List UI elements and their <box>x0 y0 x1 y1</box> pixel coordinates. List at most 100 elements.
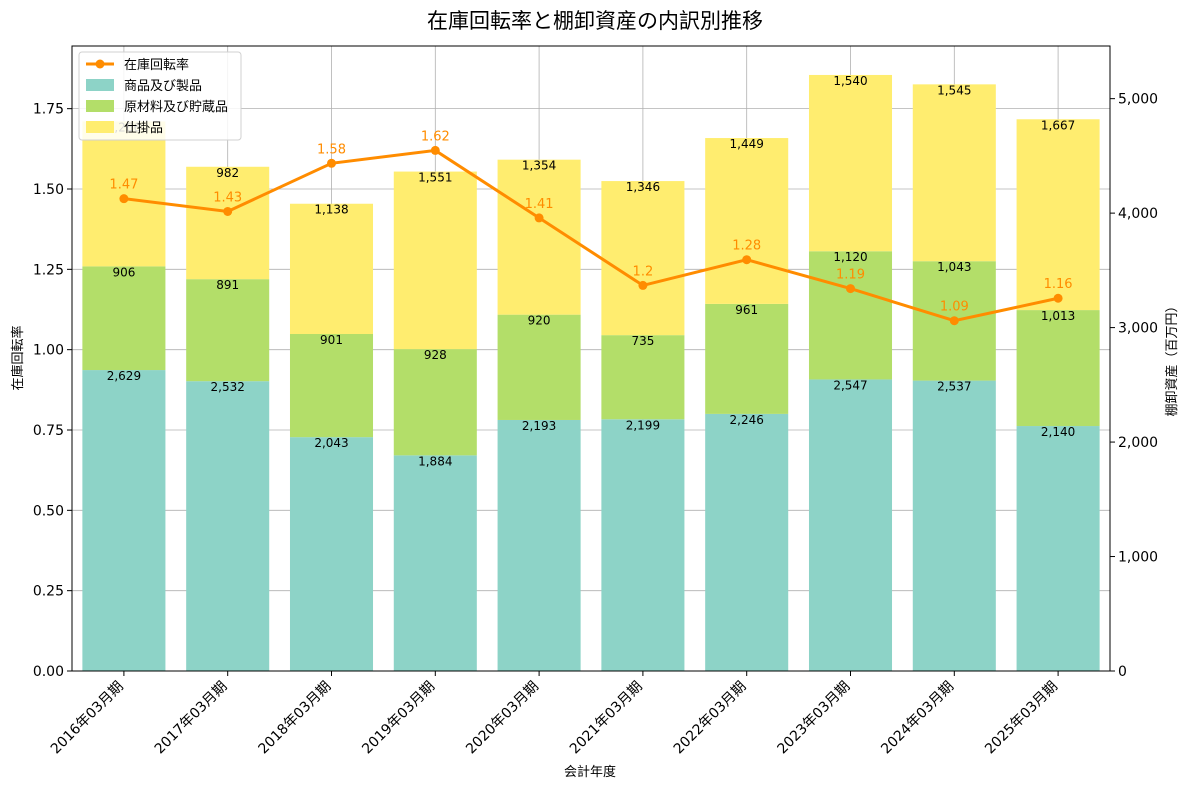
bar-segment <box>289 334 374 438</box>
bar-segment <box>393 349 477 456</box>
bar-value-label: 982 <box>216 166 239 180</box>
turnover-value-label: 1.16 <box>1044 277 1073 292</box>
bar-segment <box>1016 426 1100 671</box>
bar-value-label: 920 <box>528 314 551 328</box>
bar-value-label: 1,120 <box>833 250 867 264</box>
turnover-value-label: 1.43 <box>213 190 242 205</box>
bar-segment <box>808 251 893 380</box>
bar-value-label: 2,547 <box>833 378 867 392</box>
y-left-tick-label: 0.50 <box>33 503 64 519</box>
y-left-tick-label: 1.25 <box>33 262 64 278</box>
bar-segment <box>705 303 789 414</box>
bar-segment <box>1016 310 1100 427</box>
bar-value-label: 735 <box>631 334 654 348</box>
bar-value-label: 961 <box>735 303 758 317</box>
x-tick-label: 2016年03月期 <box>48 679 127 758</box>
bar-segment <box>82 266 166 371</box>
bar-value-label: 1,551 <box>418 171 452 185</box>
x-tick-label: 2019年03月期 <box>359 679 438 758</box>
y-left-tick-label: 0.00 <box>33 664 64 680</box>
bar-value-label: 1,667 <box>1041 118 1075 132</box>
x-tick-label: 2018年03月期 <box>256 679 335 758</box>
bar-value-label: 891 <box>216 278 239 292</box>
bar-value-label: 2,043 <box>314 436 348 450</box>
bar-value-label: 2,629 <box>107 369 141 383</box>
bar-segment <box>497 419 581 671</box>
x-tick-label: 2022年03月期 <box>671 679 750 758</box>
bar-value-label: 1,540 <box>833 74 867 88</box>
bars <box>82 74 1100 671</box>
turnover-point <box>223 206 233 216</box>
bar-value-label: 906 <box>112 265 135 279</box>
y-left-tick-label: 1.00 <box>33 343 64 359</box>
bar-value-label: 2,246 <box>730 413 764 427</box>
bar-value-label: 1,013 <box>1041 309 1075 323</box>
turnover-point <box>327 158 336 168</box>
legend-label: 在庫回転率 <box>124 57 189 73</box>
turnover-line-path <box>123 148 1059 323</box>
turnover-point <box>846 284 855 294</box>
turnover-point <box>430 145 440 155</box>
y-right-tick-label: 0 <box>1118 664 1127 680</box>
legend-swatch <box>86 79 114 91</box>
legend-swatch <box>86 121 114 133</box>
legend-label: 仕掛品 <box>124 121 163 136</box>
x-tick-label: 2021年03月期 <box>567 679 646 758</box>
bar-segment <box>393 455 477 671</box>
x-tick-label: 2023年03月期 <box>775 679 854 758</box>
legend-label: 商品及び製品 <box>124 79 202 94</box>
legend-box <box>78 51 242 141</box>
bar-value-label: 901 <box>320 333 343 347</box>
turnover-value-label: 1.58 <box>317 142 346 157</box>
bar-segment <box>186 166 270 280</box>
bar-value-label: 1,346 <box>626 180 660 194</box>
bar-segment <box>1016 119 1100 311</box>
bar-segment <box>186 381 270 671</box>
bar-segment <box>705 138 789 304</box>
turnover-value-label: 1.19 <box>836 268 865 283</box>
y-right-tick-label: 1,000 <box>1118 550 1158 566</box>
turnover-point <box>638 280 648 290</box>
bar-segment <box>393 171 477 350</box>
turnover-value-label: 1.41 <box>525 197 554 212</box>
bar-segment <box>912 380 996 671</box>
y-right-tick-label: 4,000 <box>1118 206 1158 222</box>
bar-segment <box>82 121 166 267</box>
turnover-value-label: 1.47 <box>109 178 138 193</box>
bar-segment <box>497 314 581 420</box>
bar-value-label: 1,884 <box>418 454 452 468</box>
chart-title: 在庫回転率と棚卸資産の内訳別推移 <box>427 9 763 33</box>
y-axis-right-label: 棚卸資産（百万円） <box>1164 299 1180 416</box>
x-axis-label: 会計年度 <box>564 764 616 780</box>
turnover-line: 1.47 1.43 1.58 1.62 1.41 1.2 1.28 1.19 1.09 1.16 <box>109 129 1073 326</box>
legend-swatch <box>86 100 114 112</box>
bar-segment <box>601 181 685 336</box>
y-left-tick-label: 1.50 <box>33 182 64 198</box>
y-left-tick-label: 1.75 <box>33 102 64 118</box>
bar-value-label: 2,140 <box>1041 425 1075 439</box>
turnover-point <box>1053 293 1063 303</box>
bar-value-label: 1,043 <box>937 260 971 274</box>
bar-value-label: 1,545 <box>937 83 971 97</box>
bar-segment <box>289 437 374 671</box>
turnover-value-label: 1.28 <box>732 239 761 254</box>
turnover-point <box>534 213 544 223</box>
legend-marker <box>95 59 105 69</box>
x-tick-label: 2025年03月期 <box>982 679 1061 758</box>
bar-value-label: 2,199 <box>626 418 660 432</box>
bar-value-label: 928 <box>424 348 447 362</box>
y-right-tick-label: 3,000 <box>1118 321 1158 337</box>
turnover-value-label: 1.62 <box>421 129 450 144</box>
bar-segment <box>601 335 685 420</box>
bar-value-label: 2,537 <box>937 380 971 394</box>
y-left-tick-label: 0.25 <box>33 584 64 600</box>
bar-value-label: 2,193 <box>522 419 556 433</box>
turnover-value-label: 1.2 <box>633 264 654 279</box>
plot-frame <box>71 45 1111 672</box>
bar-value-label: 1,138 <box>314 203 348 217</box>
turnover-value-label: 1.09 <box>940 300 969 315</box>
y-left-tick-label: 0.75 <box>33 423 64 439</box>
